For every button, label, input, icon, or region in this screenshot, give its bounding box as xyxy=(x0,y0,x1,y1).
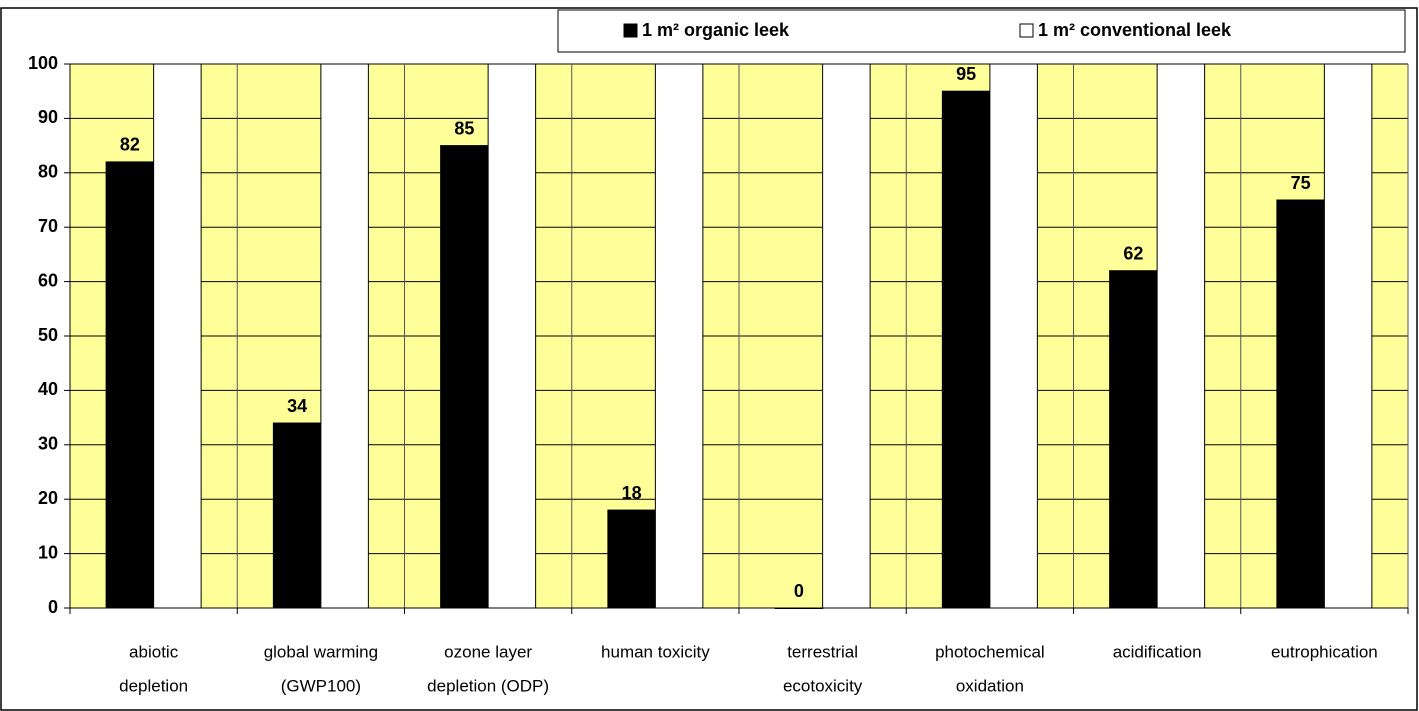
legend-box xyxy=(557,9,1406,53)
y-tick-label: 80 xyxy=(38,162,58,182)
x-tick-label: oxidation xyxy=(956,676,1024,695)
bar xyxy=(822,63,871,609)
data-label: 95 xyxy=(956,64,976,84)
y-tick-label: 60 xyxy=(38,270,58,290)
data-label: 0 xyxy=(794,581,804,601)
bar xyxy=(941,90,991,609)
bar xyxy=(1323,63,1373,609)
bar xyxy=(272,422,322,609)
data-label: 82 xyxy=(120,135,140,155)
y-tick-label: 0 xyxy=(48,597,58,617)
bar xyxy=(989,63,1038,609)
bar xyxy=(320,63,369,609)
bar xyxy=(153,63,202,609)
x-tick-label: terrestrial xyxy=(787,642,858,661)
data-label: 85 xyxy=(454,118,474,138)
y-tick-label: 70 xyxy=(38,216,58,236)
bar xyxy=(1109,270,1158,609)
x-tick-label: eutrophication xyxy=(1271,642,1378,661)
bar xyxy=(607,509,656,609)
bar xyxy=(105,161,155,609)
legend-label: 1 m² conventional leek xyxy=(1038,20,1232,40)
x-tick-label: global warming xyxy=(264,642,378,661)
x-tick-label: acidification xyxy=(1113,642,1202,661)
y-tick-label: 10 xyxy=(38,542,58,562)
x-tick-label: photochemical xyxy=(935,642,1045,661)
bar xyxy=(1276,199,1325,609)
legend-label: 1 m² organic leek xyxy=(642,20,790,40)
data-label: 34 xyxy=(287,396,307,416)
x-tick-label: (GWP100) xyxy=(281,676,361,695)
x-tick-label: abiotic xyxy=(129,642,179,661)
x-tick-label: ozone layer xyxy=(444,642,532,661)
x-tick-label: human toxicity xyxy=(601,642,710,661)
x-tick-label: ecotoxicity xyxy=(783,676,863,695)
y-tick-label: 20 xyxy=(38,488,58,508)
y-tick-label: 50 xyxy=(38,325,58,345)
y-tick-label: 40 xyxy=(38,379,58,399)
y-tick-label: 100 xyxy=(28,53,58,73)
y-tick-label: 30 xyxy=(38,434,58,454)
data-label: 18 xyxy=(622,483,642,503)
bar xyxy=(487,63,537,609)
data-label: 75 xyxy=(1291,173,1311,193)
bar xyxy=(440,145,489,609)
y-tick-label: 90 xyxy=(38,107,58,127)
data-label: 62 xyxy=(1123,243,1143,263)
legend-swatch xyxy=(1019,23,1034,38)
bar xyxy=(654,63,704,609)
legend-swatch xyxy=(623,23,638,38)
x-tick-label: depletion (ODP) xyxy=(427,676,549,695)
bar xyxy=(1156,63,1206,609)
x-tick-label: depletion xyxy=(119,676,188,695)
